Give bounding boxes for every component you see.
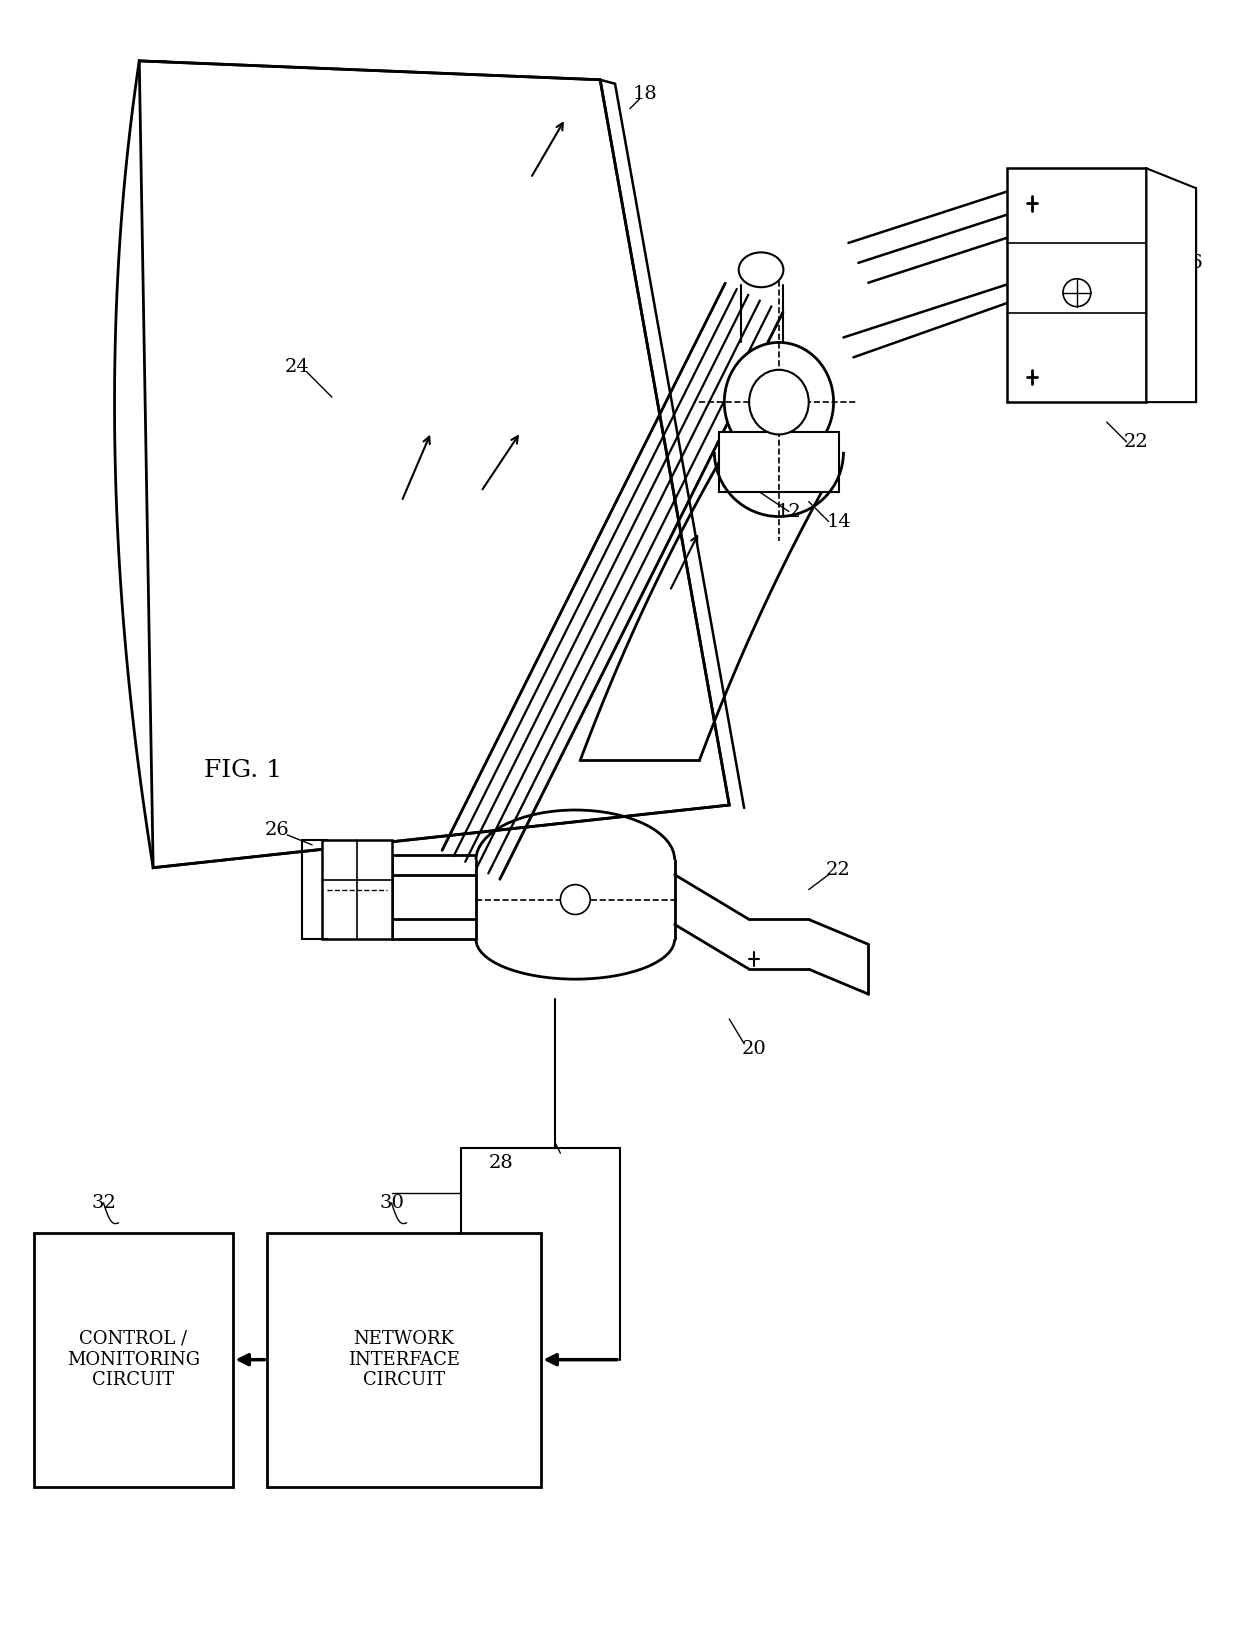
Ellipse shape (749, 369, 808, 434)
Ellipse shape (560, 885, 590, 914)
Polygon shape (33, 1233, 233, 1486)
Text: 22: 22 (826, 860, 851, 878)
Text: 26: 26 (265, 821, 290, 839)
Ellipse shape (724, 343, 833, 462)
Text: 28: 28 (489, 1154, 513, 1172)
Text: NETWORK
INTERFACE
CIRCUIT: NETWORK INTERFACE CIRCUIT (348, 1330, 460, 1390)
Polygon shape (139, 60, 729, 868)
Text: 14: 14 (826, 512, 851, 530)
Ellipse shape (1063, 278, 1091, 307)
Text: 20: 20 (742, 1039, 766, 1059)
Text: FIG. 1: FIG. 1 (203, 759, 281, 782)
Text: 16: 16 (1179, 254, 1204, 272)
Polygon shape (268, 1233, 541, 1486)
Text: CONTROL /
MONITORING
CIRCUIT: CONTROL / MONITORING CIRCUIT (67, 1330, 200, 1390)
Text: 24: 24 (285, 358, 310, 376)
Ellipse shape (739, 252, 784, 288)
Text: 12: 12 (776, 502, 801, 520)
Polygon shape (1147, 169, 1197, 402)
Polygon shape (1007, 169, 1147, 402)
Polygon shape (719, 433, 838, 491)
Text: 22: 22 (1125, 433, 1149, 450)
Text: 32: 32 (91, 1193, 115, 1211)
Polygon shape (322, 841, 392, 940)
Text: 10: 10 (330, 911, 355, 928)
Text: 30: 30 (379, 1193, 404, 1211)
Text: 18: 18 (632, 85, 657, 102)
